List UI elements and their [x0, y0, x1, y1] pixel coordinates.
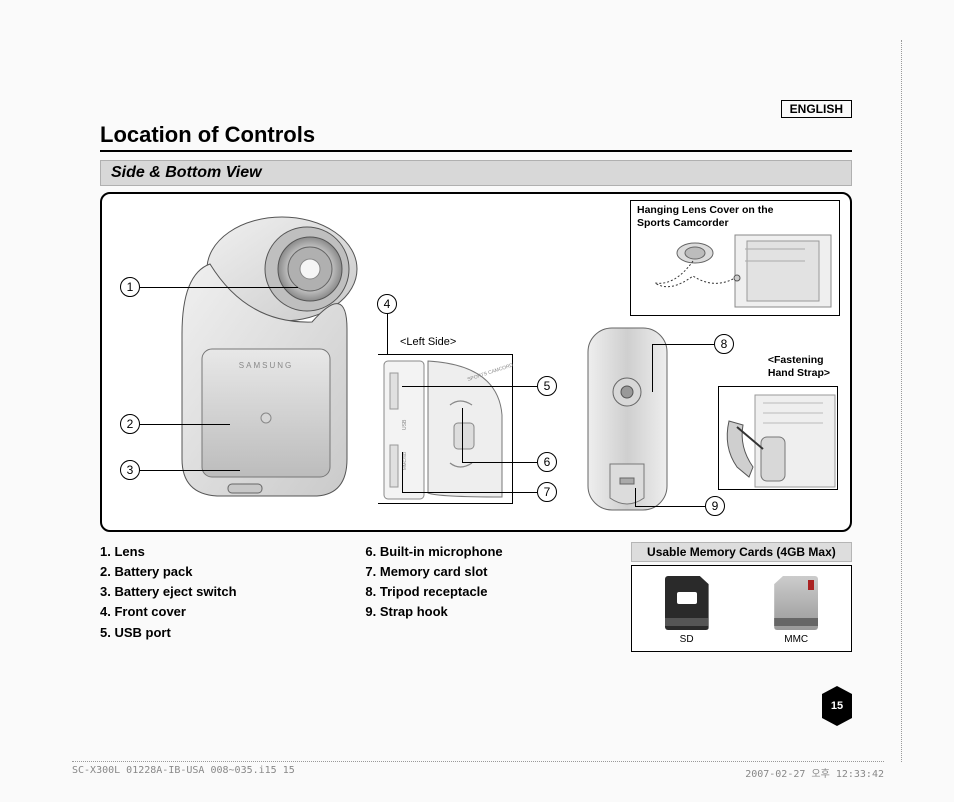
legend-item-7: 7. Memory card slot: [365, 562, 630, 582]
sd-card: SD: [665, 576, 709, 645]
mmc-card-icon: [774, 576, 818, 630]
callout-3: 3: [120, 460, 140, 480]
legend-item-8: 8. Tripod receptacle: [365, 582, 630, 602]
mmc-card: MMC: [774, 576, 818, 645]
fasten-line2: Hand Strap>: [768, 367, 830, 379]
sd-card-icon: [665, 576, 709, 630]
memory-cards-title: Usable Memory Cards (4GB Max): [631, 542, 852, 562]
callout-line: [140, 470, 240, 471]
legend-row: 1. Lens 2. Battery pack 3. Battery eject…: [100, 542, 852, 652]
hang-line2: Sports Camcorder: [637, 217, 729, 229]
callout-line: [635, 506, 705, 507]
hanging-lens-title: Hanging Lens Cover on the Sports Camcord…: [631, 201, 839, 229]
legend-item-6: 6. Built-in microphone: [365, 542, 630, 562]
footer-timestamp: 2007-02-27 오후 12:33:42: [745, 765, 884, 780]
page-number-badge: 15: [822, 694, 852, 718]
callout-line: [635, 488, 636, 506]
language-badge: ENGLISH: [781, 100, 852, 118]
callout-line: [652, 344, 714, 345]
memory-cards-body: SD MMC: [631, 565, 852, 652]
legend-item-3: 3. Battery eject switch: [100, 582, 365, 602]
callout-6: 6: [537, 452, 557, 472]
fasten-line1: <Fastening: [768, 354, 824, 366]
svg-text:SAMSUNG: SAMSUNG: [239, 361, 293, 370]
legend-item-2: 2. Battery pack: [100, 562, 365, 582]
callout-5: 5: [537, 376, 557, 396]
callout-1: 1: [120, 277, 140, 297]
bottom-view-illustration: [580, 324, 675, 514]
page-title: Location of Controls: [100, 122, 852, 148]
mmc-label: MMC: [784, 634, 808, 645]
callout-4: 4: [377, 294, 397, 314]
legend-item-1: 1. Lens: [100, 542, 365, 562]
callout-line: [402, 452, 403, 492]
callout-line: [387, 354, 447, 355]
callout-line: [402, 492, 537, 493]
print-footer: SC-X300L 01228A-IB-USA 008~035.i15 15 20…: [72, 761, 884, 780]
page-number: 15: [822, 694, 852, 718]
legend-item-5: 5. USB port: [100, 623, 365, 643]
callout-line: [462, 462, 537, 463]
callout-9: 9: [705, 496, 725, 516]
section-subtitle: Side & Bottom View: [100, 160, 852, 186]
left-side-label: <Left Side>: [400, 336, 456, 348]
diagram-frame: SAMSUNG <Left Side> USB MMC/SD SPORTS CA…: [100, 192, 852, 532]
title-rule: [100, 150, 852, 152]
left-side-panel-illustration: USB MMC/SD SPORTS CAMCORDER: [378, 354, 513, 504]
fastening-strap-label: <Fastening Hand Strap>: [768, 354, 830, 379]
legend-column-left: 1. Lens 2. Battery pack 3. Battery eject…: [100, 542, 365, 652]
legend-item-4: 4. Front cover: [100, 602, 365, 622]
footer-file-info: SC-X300L 01228A-IB-USA 008~035.i15 15: [72, 765, 295, 780]
hang-line1: Hanging Lens Cover on the: [637, 204, 774, 216]
svg-text:USB: USB: [402, 419, 408, 430]
callout-line: [462, 408, 463, 462]
callout-line: [387, 314, 388, 354]
callout-2: 2: [120, 414, 140, 434]
camcorder-side-illustration: SAMSUNG: [162, 204, 372, 504]
fastening-strap-illustration: [718, 386, 838, 490]
legend-column-right: 6. Built-in microphone 7. Memory card sl…: [365, 542, 630, 652]
hanging-lens-illustration: [635, 231, 835, 311]
crop-mark: [901, 40, 902, 762]
callout-8: 8: [714, 334, 734, 354]
sd-label: SD: [680, 634, 694, 645]
callout-line: [652, 344, 653, 392]
callout-line: [402, 386, 537, 387]
hanging-lens-cover-box: Hanging Lens Cover on the Sports Camcord…: [630, 200, 840, 316]
manual-page: ENGLISH Location of Controls Side & Bott…: [100, 100, 852, 652]
legend-item-9: 9. Strap hook: [365, 602, 630, 622]
callout-line: [140, 287, 298, 288]
memory-cards-box: Usable Memory Cards (4GB Max) SD MMC: [631, 542, 852, 652]
callout-line: [140, 424, 230, 425]
callout-7: 7: [537, 482, 557, 502]
